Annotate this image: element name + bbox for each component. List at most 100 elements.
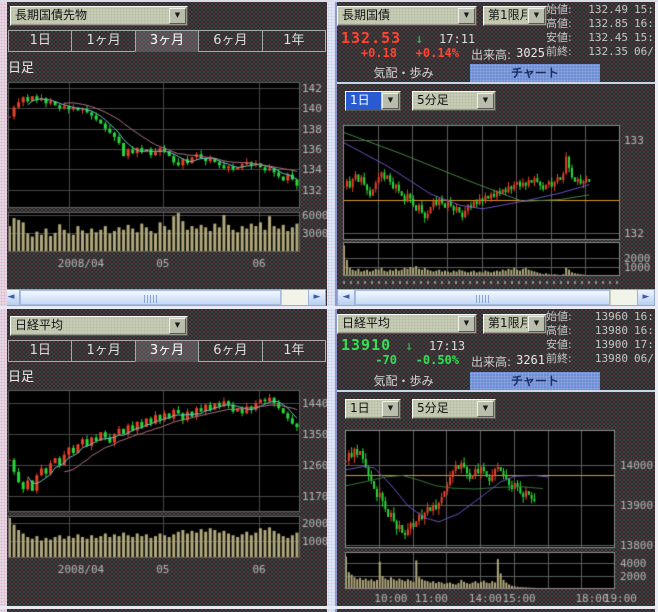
tab-1day[interactable]: 1日 xyxy=(8,341,72,362)
tab-1year[interactable]: 1年 xyxy=(261,341,327,362)
instrument-select-bond[interactable]: 長期国債 ▼ xyxy=(337,6,477,26)
low-row: 安値: 13900 17: xyxy=(546,338,654,352)
scroll-right-icon[interactable]: ► xyxy=(308,290,325,305)
dropdown-arrow-icon[interactable]: ▼ xyxy=(169,8,186,24)
open-time: 16: xyxy=(634,310,654,323)
last-price-row: 132.53 ↓ 17:11 xyxy=(341,29,475,47)
prev-close-value: 13980 xyxy=(594,352,628,365)
price-change-percent: +0.14% xyxy=(415,46,459,60)
contract-month-value: 第1限月 xyxy=(488,316,527,330)
dropdown-arrow-icon[interactable]: ▼ xyxy=(477,401,494,417)
period-tabs-bond: 1日 1ヶ月 3ヶ月 6ヶ月 1年 xyxy=(8,30,327,52)
instrument-select-nikkei-daily[interactable]: 日経平均 ▼ xyxy=(10,316,188,336)
tab-6month[interactable]: 6ヶ月 xyxy=(198,31,262,52)
tab-3month[interactable]: 3ヶ月 xyxy=(134,31,199,52)
tab-1year[interactable]: 1年 xyxy=(261,31,327,52)
high-row: 高値: 13980 16: xyxy=(546,324,654,338)
dropdown-arrow-icon[interactable]: ▼ xyxy=(458,8,475,24)
bar-period-label: 日足 xyxy=(8,61,35,76)
high-time: 16: xyxy=(634,17,654,30)
tab-1month[interactable]: 1ヶ月 xyxy=(71,31,135,52)
price-change-percent: -0.50% xyxy=(415,353,459,367)
scroll-left-icon[interactable]: ◄ xyxy=(338,290,355,305)
window-edge-bottom xyxy=(0,606,658,609)
high-label: 高値: xyxy=(546,17,572,30)
period-tabs-nikkei: 1日 1ヶ月 3ヶ月 6ヶ月 1年 xyxy=(8,340,327,362)
window-edge-top xyxy=(0,0,658,2)
interval-select[interactable]: 1日 ▼ xyxy=(345,91,401,111)
instrument-select-value: 日経平均 xyxy=(342,316,391,330)
tab-6month[interactable]: 6ヶ月 xyxy=(198,341,262,362)
tab-quote-board[interactable]: 気配・歩み xyxy=(373,374,434,388)
tab-quote-board[interactable]: 気配・歩み xyxy=(373,66,434,80)
open-row: 始値: 13960 16: xyxy=(546,310,654,324)
tab-chart[interactable]: チャート xyxy=(470,64,600,82)
low-value: 13900 xyxy=(594,338,628,351)
bond-intraday-chart xyxy=(337,120,658,288)
low-label: 安値: xyxy=(546,338,572,351)
h-scrollbar-right[interactable]: ◄ ► xyxy=(337,289,655,306)
scroll-left-icon[interactable]: ◄ xyxy=(3,290,20,305)
session-volume: 3261 xyxy=(516,353,545,367)
scroll-right-icon[interactable]: ► xyxy=(637,290,654,305)
instrument-select-value: 日経平均 xyxy=(15,318,64,332)
session-volume: 3025 xyxy=(516,46,545,60)
tab-1day[interactable]: 1日 xyxy=(8,31,72,52)
scroll-track-gap[interactable] xyxy=(610,290,637,305)
tab-3month[interactable]: 3ヶ月 xyxy=(134,341,199,362)
bar-type-select[interactable]: 5分足 ▼ xyxy=(412,91,496,111)
instrument-select-value: 長期国債先物 xyxy=(15,8,88,22)
last-price: 132.53 xyxy=(341,29,402,47)
scroll-thumb[interactable] xyxy=(355,290,610,305)
nikkei-daily-chart xyxy=(8,388,330,583)
bar-type-value: 5分足 xyxy=(417,93,449,107)
ohlc-quotes: 始値: 13960 16: 高値: 13980 16: 安値: 13900 17… xyxy=(546,310,654,366)
dropdown-arrow-icon[interactable]: ▼ xyxy=(382,401,399,417)
prev-close-row: 前終: 13980 06/ xyxy=(546,352,654,366)
last-trade-time: 17:13 xyxy=(428,339,466,353)
low-value: 132.45 xyxy=(588,31,628,44)
prev-close-date: 06/ xyxy=(634,45,654,58)
h-scrollbar-left[interactable]: ◄ ► xyxy=(2,289,326,306)
bar-type-value: 5分足 xyxy=(417,401,449,415)
instrument-select-bond-futures[interactable]: 長期国債先物 ▼ xyxy=(10,6,188,26)
high-time: 16: xyxy=(634,324,654,337)
scroll-track-gap[interactable] xyxy=(281,290,308,305)
view-tabs-nikkei: 気配・歩み チャート xyxy=(337,372,658,392)
prev-close-value: 132.35 xyxy=(588,45,628,58)
dropdown-arrow-icon[interactable]: ▼ xyxy=(477,93,494,109)
low-time: 17: xyxy=(634,338,654,351)
contract-month-select[interactable]: 第1限月 ▼ xyxy=(483,314,547,334)
interval-select[interactable]: 1日 ▼ xyxy=(345,399,401,419)
dropdown-arrow-icon[interactable]: ▼ xyxy=(382,93,399,109)
interval-value: 1日 xyxy=(346,92,381,110)
dropdown-arrow-icon[interactable]: ▼ xyxy=(528,316,545,332)
last-trade-time: 17:11 xyxy=(439,32,476,46)
prev-close-date: 06/ xyxy=(634,352,654,365)
tab-chart[interactable]: チャート xyxy=(470,372,600,390)
prev-close-row: 前終: 132.35 06/ xyxy=(546,45,654,59)
tick-direction-icon: ↓ xyxy=(415,32,424,47)
contract-month-select[interactable]: 第1限月 ▼ xyxy=(483,6,547,26)
open-row: 始値: 132.49 15: xyxy=(546,3,654,17)
dropdown-arrow-icon[interactable]: ▼ xyxy=(458,316,475,332)
interval-value: 1日 xyxy=(350,401,370,415)
high-value: 132.85 xyxy=(588,17,628,30)
change-row: -70 -0.50% 出来高: 3261 xyxy=(339,353,545,370)
volume-label: 出来高: xyxy=(471,355,512,369)
volume-label: 出来高: xyxy=(471,48,512,62)
dropdown-arrow-icon[interactable]: ▼ xyxy=(169,318,186,334)
change-row: +0.18 +0.14% 出来高: 3025 xyxy=(339,46,545,63)
high-value: 13980 xyxy=(594,324,628,337)
scroll-thumb[interactable] xyxy=(20,290,281,305)
low-label: 安値: xyxy=(546,31,572,44)
dropdown-arrow-icon[interactable]: ▼ xyxy=(528,8,545,24)
low-time: 15: xyxy=(634,31,654,44)
tab-1month[interactable]: 1ヶ月 xyxy=(71,341,135,362)
high-label: 高値: xyxy=(546,324,572,337)
ohlc-quotes: 始値: 132.49 15: 高値: 132.85 16: 安値: 132.45… xyxy=(546,3,654,59)
bar-type-select[interactable]: 5分足 ▼ xyxy=(412,399,496,419)
nikkei-intraday-chart xyxy=(337,425,658,605)
instrument-select-nikkei[interactable]: 日経平均 ▼ xyxy=(337,314,477,334)
